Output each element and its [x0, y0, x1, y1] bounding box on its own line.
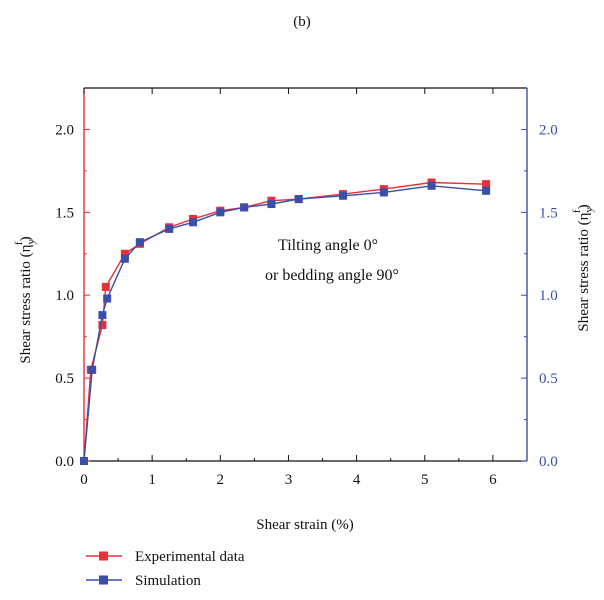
plot-frame	[83, 87, 528, 462]
data-point-simulation	[427, 181, 436, 190]
y-tick-label-right: 0.0	[539, 454, 558, 470]
data-point-simulation	[80, 457, 88, 465]
y-tick-label-right: 1.5	[539, 205, 558, 221]
data-point-experimental-data	[98, 321, 107, 330]
data-point-simulation	[267, 200, 276, 209]
data-point-simulation	[379, 188, 388, 197]
data-point-simulation	[338, 191, 347, 200]
y-axis-title-left-sub: y	[25, 239, 37, 245]
y-axis-title-left-close: )	[18, 236, 34, 241]
x-tick-label: 6	[489, 472, 497, 488]
y-tick-label-right: 1.0	[539, 288, 558, 304]
series-layer	[80, 178, 491, 465]
annotation-line-1: Tilting angle 0°	[278, 237, 378, 254]
y-axis-title-right-group: Shear stress ratio (ηyf)	[571, 204, 595, 331]
legend-item-experimental: Experimental data	[86, 549, 245, 565]
legend-item-simulation: Simulation	[86, 573, 201, 589]
x-tick-label: 4	[353, 472, 361, 488]
y-axis-title-left: Shear stress ratio (ηyf)	[13, 236, 37, 363]
x-tick-label: 1	[148, 472, 156, 488]
y-axis-title-right-close: )	[576, 204, 592, 209]
x-tick-label: 0	[80, 472, 88, 488]
y-tick-label-left: 2.0	[55, 122, 74, 138]
series-line-experimental-data	[83, 181, 487, 462]
y-axis-title-right-sup: f	[571, 209, 583, 213]
data-point-simulation	[294, 195, 303, 204]
y-axis-title-left-group: Shear stress ratio (ηyf)	[13, 236, 37, 363]
ticks-layer: 0 1 2 3 4 5 6 0.0 0.0 0.5 0.5 1.0 1.0 1.5 1.5 2.0 2.0	[55, 88, 558, 488]
data-point-simulation	[189, 218, 198, 227]
data-point-experimental-data	[101, 282, 110, 291]
legend-label-experimental: Experimental data	[135, 549, 245, 565]
data-point-simulation	[103, 294, 112, 303]
y-tick-label-right: 0.5	[539, 371, 558, 387]
data-point-simulation	[165, 224, 174, 233]
y-tick-label-left: 0.5	[55, 371, 74, 387]
panel-label: (b)	[293, 14, 311, 30]
x-tick-label: 3	[285, 472, 293, 488]
data-point-experimental-data	[120, 249, 129, 258]
data-point-simulation	[240, 203, 249, 212]
y-axis-title-right-sub: y	[583, 207, 595, 213]
x-axis-title: Shear strain (%)	[256, 517, 353, 533]
y-tick-label-right: 2.0	[539, 122, 558, 138]
data-point-simulation	[135, 238, 144, 247]
y-tick-label-left: 1.0	[55, 288, 74, 304]
legend-label-simulation: Simulation	[135, 573, 201, 589]
data-point-simulation	[88, 365, 97, 374]
data-point-simulation	[216, 208, 225, 217]
legend-marker-simulation	[99, 575, 108, 585]
x-tick-label: 2	[217, 472, 225, 488]
y-tick-label-left: 0.0	[55, 454, 74, 470]
data-point-simulation	[482, 186, 491, 195]
y-tick-label-left: 1.5	[55, 205, 74, 221]
data-point-simulation	[98, 311, 107, 320]
legend-marker-experimental	[99, 551, 108, 561]
x-tick-label: 5	[421, 472, 429, 488]
y-axis-title-left-text: Shear stress ratio (η	[18, 244, 34, 363]
data-point-experimental-data	[482, 180, 491, 189]
data-point-simulation	[120, 254, 129, 263]
y-axis-title-right: Shear stress ratio (ηyf)	[571, 204, 595, 331]
y-axis-title-left-sup: f	[13, 241, 25, 245]
legend: Experimental data Simulation	[86, 549, 245, 589]
series-line-simulation	[83, 185, 487, 462]
y-axis-title-right-text: Shear stress ratio (η	[576, 212, 592, 331]
annotation-line-2: or bedding angle 90°	[265, 267, 399, 284]
